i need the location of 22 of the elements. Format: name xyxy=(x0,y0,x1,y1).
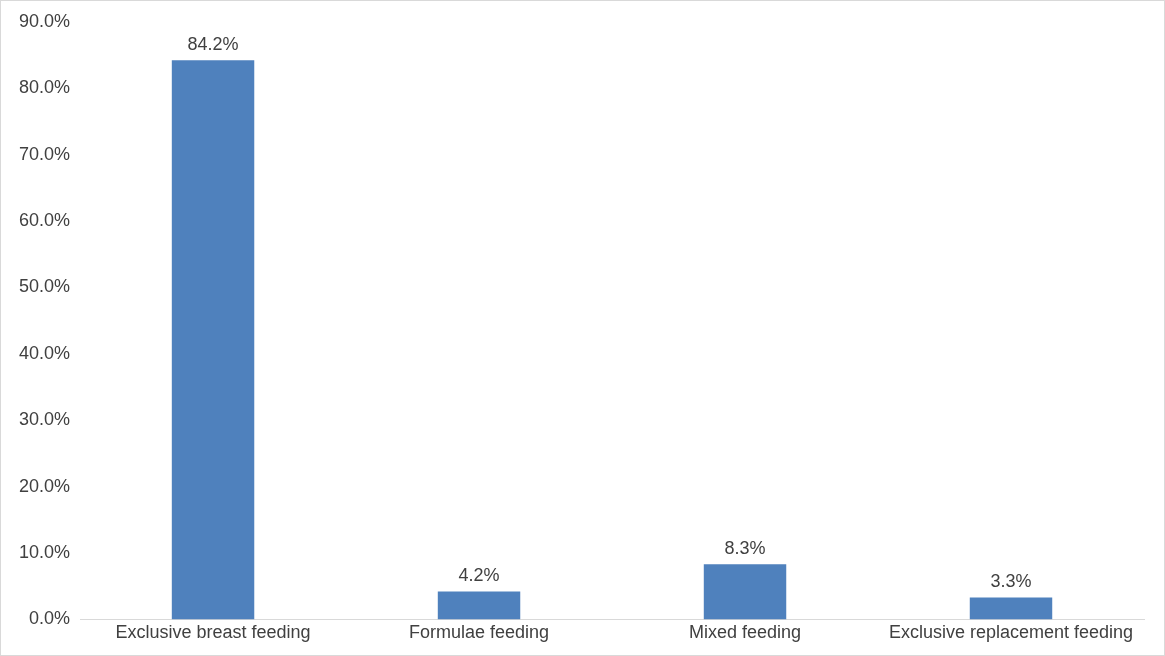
y-tick-label: 60.0% xyxy=(18,209,71,230)
data-label: 84.2% xyxy=(187,34,239,55)
data-label: 4.2% xyxy=(458,565,500,586)
y-tick-label: 90.0% xyxy=(18,10,71,31)
bar xyxy=(703,564,787,620)
x-tick-label: Mixed feeding xyxy=(688,622,802,643)
y-tick-label: 70.0% xyxy=(18,143,71,164)
y-tick-label: 0.0% xyxy=(29,608,71,629)
y-tick-label: 30.0% xyxy=(18,409,71,430)
y-tick-label: 50.0% xyxy=(18,276,71,297)
x-tick-label: Exclusive breast feeding xyxy=(115,622,311,643)
bar xyxy=(437,591,521,620)
y-tick-label: 40.0% xyxy=(18,342,71,363)
y-tick-label: 80.0% xyxy=(18,77,71,98)
bar xyxy=(171,60,255,620)
x-tick-label: Formulae feeding xyxy=(408,622,550,643)
data-label: 3.3% xyxy=(990,571,1032,592)
y-tick-label: 20.0% xyxy=(18,475,71,496)
x-tick-label: Exclusive replacement feeding xyxy=(888,622,1134,643)
data-label: 8.3% xyxy=(724,538,766,559)
bar xyxy=(969,597,1053,620)
y-tick-label: 10.0% xyxy=(18,541,71,562)
